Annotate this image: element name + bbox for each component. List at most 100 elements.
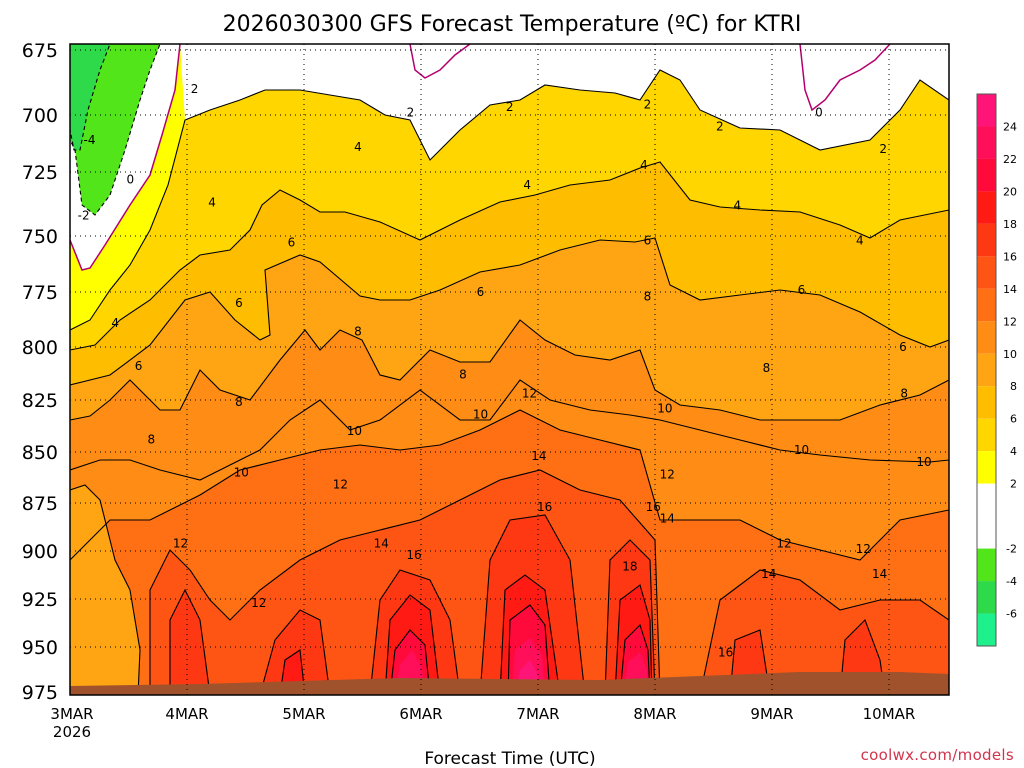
x-axis-title: Forecast Time (UTC) [424, 749, 595, 768]
x-tick-label: 5MAR [282, 705, 325, 723]
colorbar-band [977, 418, 996, 452]
colorbar-tick-label: 14 [1003, 283, 1017, 296]
contour-label: 8 [459, 368, 467, 382]
contour-label: 8 [148, 433, 156, 447]
contour-label: 10 [657, 401, 672, 415]
colorbar-tick-label: 10 [1003, 348, 1017, 361]
contour-label: 6 [644, 233, 652, 247]
contour-label: 16 [537, 500, 552, 514]
y-tick-label: 825 [22, 390, 58, 412]
y-tick-label: 775 [22, 282, 58, 304]
y-tick-label: 675 [22, 40, 58, 62]
chart-title: 2026030300 GFS Forecast Temperature (ºC)… [223, 12, 802, 37]
colorbar-band [977, 126, 996, 159]
contour-label: 4 [208, 196, 216, 210]
colorbar-band [977, 288, 996, 322]
contour-2 [70, 69, 949, 331]
contour-14b [699, 569, 949, 695]
zero-line-top-1 [409, 44, 471, 79]
contour-label: 16 [406, 548, 421, 562]
contour-label: 4 [733, 198, 741, 212]
contour-label: 2 [644, 98, 652, 112]
contour-label: 12 [333, 478, 348, 492]
y-tick-label: 875 [22, 493, 58, 515]
x-tick-label: 4MAR [165, 705, 208, 723]
colorbar-tick-label: 16 [1003, 250, 1017, 263]
contour-12 [70, 409, 949, 561]
contour-16 [169, 514, 886, 695]
colorbar-tick-label: 2 [1010, 478, 1017, 491]
colorbar-tick-label: 4 [1010, 445, 1017, 458]
band-neg2-2 [70, 44, 949, 270]
band-22-24 [395, 638, 648, 695]
colorbar-tick-label: 12 [1003, 315, 1017, 328]
contour-label: 12 [660, 467, 675, 481]
contour-label: 6 [235, 296, 243, 310]
y-tick-label: 950 [22, 637, 58, 659]
colorbar-band [977, 94, 996, 127]
colorbar-band [977, 386, 996, 419]
colorbar-band [977, 353, 996, 387]
colorbar [976, 93, 997, 647]
grid [70, 44, 949, 695]
contour-labels: 2 2 2 2 2 2 0 0 -2 -4 4 4 4 4 4 4 4 6 6 6 6 6 6 6 8 8 8 8 8 8 8 10 10 10 1… [78, 82, 932, 659]
colorbar-frame [976, 93, 997, 647]
contour-label: 8 [644, 289, 652, 303]
contour-label: 8 [235, 395, 243, 409]
colorbar-band [977, 483, 996, 549]
y-axis: 675 700 725 750 775 800 825 850 875 900 … [22, 40, 58, 704]
contour-label: 2 [716, 119, 724, 133]
colorbar-band [977, 548, 996, 582]
colorbar-band [977, 581, 996, 614]
y-tick-label: 850 [22, 442, 58, 464]
contour-label: -2 [78, 209, 90, 223]
contour-neg4 [70, 44, 111, 151]
contour-10 [70, 379, 949, 481]
contour-label: 8 [354, 325, 362, 339]
colorbar-labels: 24 22 20 18 16 14 12 10 8 6 4 2 -2 -4 -6 [1003, 120, 1017, 620]
contour-label: 10 [234, 465, 249, 479]
colorbar-band [977, 451, 996, 484]
contour-label: 10 [473, 408, 488, 422]
contour-label: 12 [173, 536, 188, 550]
source-label: coolwx.com/models [861, 746, 1014, 764]
y-tick-label: 725 [22, 162, 58, 184]
colorbar-tick-label: 22 [1003, 153, 1017, 166]
colorbar-tick-label: -6 [1006, 608, 1017, 621]
contour-label: 16 [646, 500, 661, 514]
contour-8 [70, 319, 949, 421]
contour-label: 0 [127, 173, 135, 187]
colorbar-tick-label: -4 [1006, 575, 1017, 588]
terrain [70, 672, 949, 695]
colorbar-tick-label: 18 [1003, 218, 1017, 231]
contour-label: 4 [354, 140, 362, 154]
contour-label: 0 [815, 105, 823, 119]
contour-6 [70, 237, 949, 386]
colorbar-band [977, 158, 996, 192]
contour-lines [70, 44, 949, 695]
contour-20 [389, 604, 651, 695]
contour-12-left [70, 484, 141, 695]
contour-label: -4 [84, 133, 96, 147]
contour-18 [279, 574, 653, 695]
contour-label: 2 [879, 142, 887, 156]
contour-label: 6 [798, 283, 806, 297]
contour-label: 12 [856, 542, 871, 556]
colorbar-tick-label: -2 [1006, 543, 1017, 556]
contour-label: 2 [407, 105, 415, 119]
contour-label: 2 [506, 100, 514, 114]
y-tick-label: 700 [22, 105, 58, 127]
band-neg6-neg4 [70, 44, 110, 150]
colorbar-band [977, 223, 996, 257]
colorbar-tick-label: 6 [1010, 413, 1017, 426]
y-tick-label: 925 [22, 589, 58, 611]
colorbar-band [977, 321, 996, 354]
colorbar-tick-label: 8 [1010, 380, 1017, 393]
freezing-lines [70, 44, 891, 271]
x-tick-year: 2026 [53, 723, 91, 741]
y-tick-label: 975 [22, 682, 58, 704]
colorbar-tick-label: 20 [1003, 185, 1017, 198]
band-10-12-left [70, 485, 140, 695]
contour-neg2 [70, 44, 161, 216]
